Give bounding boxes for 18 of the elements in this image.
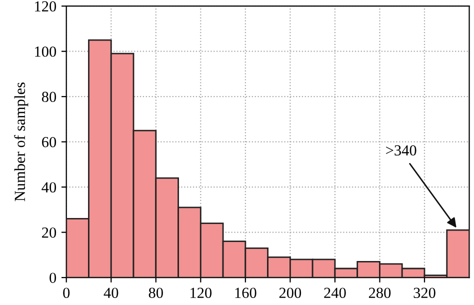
x-tick-label: 320	[414, 288, 436, 298]
y-tick-label: 100	[35, 46, 56, 57]
x-tick-label: 80	[148, 288, 163, 298]
x-tick-label: 240	[324, 288, 346, 298]
x-tick-label: 120	[190, 288, 212, 298]
y-tick-label: 80	[42, 92, 56, 102]
y-tick-label: 120	[35, 1, 56, 12]
y-axis-title: Number of samples	[14, 82, 28, 202]
y-tick-label: 20	[42, 227, 56, 238]
x-tick-label: 200	[279, 288, 302, 298]
x-tick-label: 0	[63, 288, 70, 298]
y-tick-label: 40	[42, 182, 56, 193]
y-tick-label: 60	[42, 136, 56, 148]
x-tick-label: 280	[368, 288, 391, 298]
y-tick-label: 0	[50, 272, 56, 283]
x-tick-label: 40	[104, 288, 118, 298]
x-tick-label: 160	[235, 288, 256, 298]
annotation: >340	[386, 145, 416, 156]
